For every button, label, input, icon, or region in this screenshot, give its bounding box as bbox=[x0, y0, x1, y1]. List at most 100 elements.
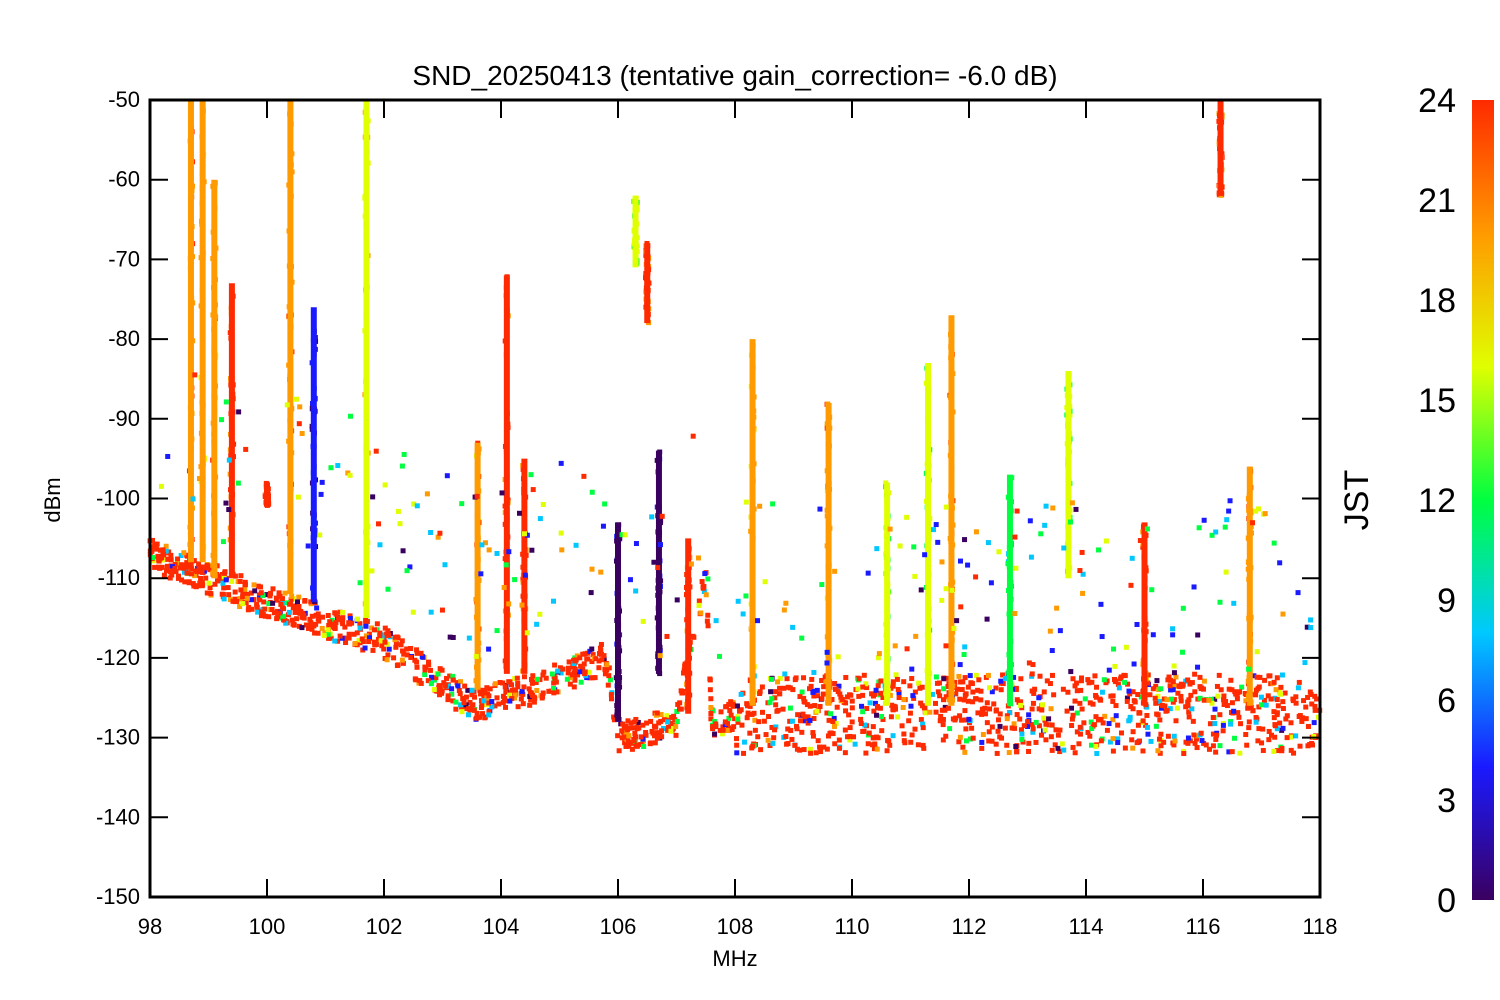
data-point bbox=[818, 749, 824, 755]
data-point bbox=[1171, 697, 1177, 703]
data-point bbox=[1033, 739, 1039, 745]
data-point bbox=[254, 604, 260, 610]
data-point bbox=[502, 684, 508, 690]
data-point bbox=[1069, 716, 1075, 722]
data-point bbox=[1265, 693, 1271, 699]
data-point bbox=[1271, 748, 1277, 754]
data-point bbox=[911, 544, 917, 550]
data-point bbox=[453, 706, 459, 712]
data-point bbox=[1156, 736, 1162, 742]
data-point bbox=[1171, 670, 1177, 676]
data-point bbox=[616, 748, 622, 754]
data-point bbox=[444, 675, 450, 681]
data-point bbox=[1072, 683, 1078, 689]
data-point bbox=[1181, 751, 1187, 757]
data-point bbox=[1069, 500, 1075, 506]
data-point bbox=[1060, 686, 1066, 692]
data-point bbox=[1014, 508, 1020, 514]
data-point bbox=[309, 613, 315, 619]
data-point bbox=[1030, 729, 1036, 735]
data-point bbox=[346, 635, 352, 641]
data-point bbox=[1026, 712, 1032, 718]
data-point bbox=[808, 683, 814, 689]
data-point bbox=[184, 553, 190, 559]
data-point bbox=[198, 575, 204, 581]
data-point bbox=[674, 719, 680, 725]
data-point bbox=[385, 586, 391, 592]
data-point bbox=[824, 649, 830, 655]
data-point bbox=[1178, 693, 1184, 699]
data-point bbox=[1209, 700, 1215, 706]
data-point bbox=[469, 705, 475, 711]
data-point bbox=[479, 687, 485, 693]
data-point bbox=[161, 551, 167, 557]
data-point bbox=[537, 516, 543, 522]
data-point bbox=[540, 501, 546, 507]
data-point bbox=[226, 457, 232, 463]
data-point bbox=[781, 685, 787, 691]
data-point bbox=[266, 601, 272, 607]
data-point bbox=[935, 539, 941, 545]
data-point bbox=[799, 635, 805, 641]
data-point bbox=[1185, 677, 1191, 683]
data-point bbox=[794, 724, 800, 730]
data-point bbox=[608, 696, 614, 702]
data-point bbox=[489, 704, 495, 710]
data-point bbox=[1209, 532, 1215, 538]
data-point bbox=[489, 699, 495, 705]
data-point bbox=[202, 565, 208, 571]
data-point bbox=[1206, 697, 1212, 703]
data-point bbox=[836, 737, 842, 743]
data-point bbox=[856, 676, 862, 682]
data-point bbox=[248, 590, 254, 596]
data-point bbox=[527, 693, 533, 699]
data-point bbox=[957, 558, 963, 564]
data-point bbox=[1228, 719, 1234, 725]
data-point bbox=[1251, 673, 1257, 679]
data-point bbox=[1185, 699, 1191, 705]
data-point bbox=[337, 633, 343, 639]
data-point bbox=[710, 708, 716, 714]
data-point bbox=[1043, 721, 1049, 727]
data-point bbox=[969, 725, 975, 731]
data-point bbox=[707, 677, 713, 683]
data-point bbox=[541, 669, 547, 675]
data-point bbox=[1263, 702, 1269, 708]
data-point bbox=[385, 652, 391, 658]
data-point bbox=[414, 664, 420, 670]
data-point bbox=[572, 669, 578, 675]
data-point bbox=[985, 540, 991, 546]
data-point bbox=[1011, 674, 1017, 680]
data-point bbox=[908, 703, 914, 709]
data-point bbox=[962, 708, 968, 714]
data-point bbox=[769, 696, 775, 702]
x-tick-label: 104 bbox=[483, 914, 520, 939]
data-point bbox=[220, 580, 226, 586]
data-point bbox=[765, 737, 771, 743]
data-point bbox=[989, 724, 995, 730]
data-point bbox=[1085, 677, 1091, 683]
data-point bbox=[965, 684, 971, 690]
data-point bbox=[1134, 621, 1140, 627]
y-tick-label: -140 bbox=[96, 804, 140, 829]
data-point bbox=[1185, 703, 1191, 709]
data-point bbox=[363, 623, 369, 629]
data-point bbox=[529, 676, 535, 682]
data-point bbox=[301, 612, 307, 618]
data-point bbox=[938, 713, 944, 719]
x-tick-label: 116 bbox=[1185, 914, 1220, 939]
data-point bbox=[1170, 679, 1176, 685]
data-point bbox=[515, 680, 521, 686]
data-point bbox=[729, 726, 735, 732]
data-point bbox=[357, 621, 363, 627]
data-point bbox=[830, 719, 836, 725]
data-point bbox=[1303, 704, 1309, 710]
data-point bbox=[270, 586, 276, 592]
data-point bbox=[184, 570, 190, 576]
data-point bbox=[787, 718, 793, 724]
y-axis-label: dBm bbox=[40, 477, 65, 522]
data-point bbox=[864, 685, 870, 691]
data-point bbox=[904, 514, 910, 520]
data-point bbox=[1004, 716, 1010, 722]
data-point bbox=[1124, 698, 1130, 704]
